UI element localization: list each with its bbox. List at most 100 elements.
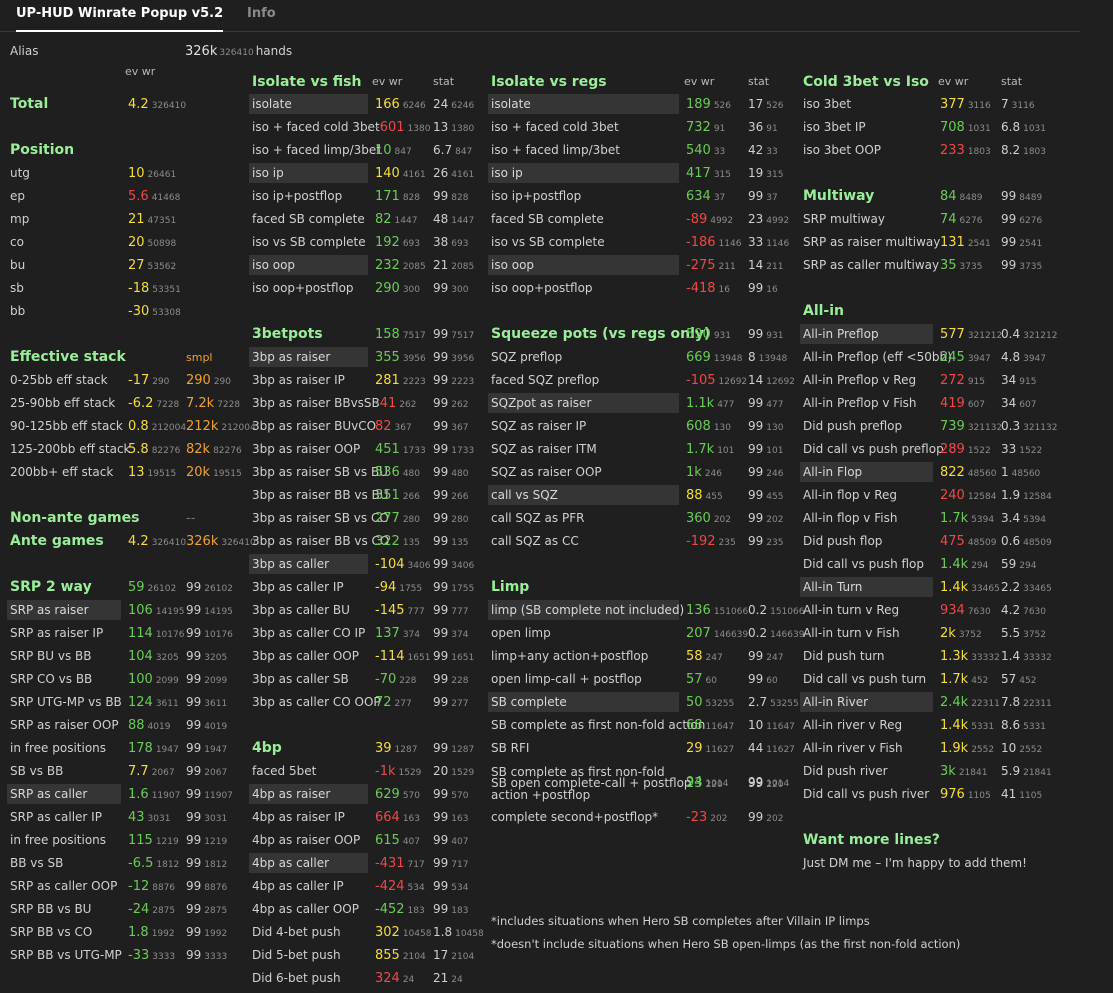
- stat-label-sb[interactable]: sb: [10, 281, 24, 295]
- evwr-cell-200bb-eff-stack[interactable]: 13 19515: [128, 462, 176, 482]
- stat-label-sb-open-complete-call-postflop[interactable]: SB open complete-call + postflop: [491, 776, 692, 790]
- stat-label-did-call-vs-push-turn[interactable]: Did call vs push turn: [803, 672, 927, 686]
- stat-cell-sb-complete-as-first-non-fold-action[interactable]: 10 11647: [748, 715, 795, 735]
- stat-label-3bp-as-caller-co-oop[interactable]: 3bp as caller CO OOP: [252, 695, 381, 709]
- stat-label-did-4-bet-push[interactable]: Did 4-bet push: [252, 925, 341, 939]
- stat-cell-all-in-turn-v-reg[interactable]: 4.2 7630: [1001, 600, 1046, 620]
- evwr-cell-3bp-as-caller-co-oop[interactable]: 72 277: [375, 692, 412, 712]
- stat-label-bu[interactable]: bu: [10, 258, 26, 272]
- stat-label-sqzpot-as-raiser[interactable]: SQZpot as raiser: [488, 393, 679, 413]
- stat-label-bb[interactable]: bb: [10, 304, 26, 318]
- evwr-cell-4bp-as-caller-ip[interactable]: -424 534: [375, 876, 425, 896]
- evwr-cell-ep[interactable]: 5.6 41468: [128, 186, 180, 206]
- stat-label-3bp-as-raiser[interactable]: 3bp as raiser: [249, 347, 368, 367]
- stat-cell-multiway[interactable]: 99 8489: [1001, 186, 1042, 206]
- stat-label-co[interactable]: co: [10, 235, 24, 249]
- evwr-cell-4bp-as-raiser-oop[interactable]: 615 407: [375, 830, 420, 850]
- evwr-cell-squeeze-pots-vs-regs-only[interactable]: 590 931: [686, 324, 731, 344]
- evwr-cell-3bp-as-caller-oop[interactable]: -114 1651: [375, 646, 430, 666]
- stat-cell-4bp-as-caller[interactable]: 99 717: [433, 853, 468, 873]
- tab-info[interactable]: Info: [247, 6, 276, 21]
- stat-cell-iso-ip-postflop[interactable]: 99 828: [433, 186, 468, 206]
- stat-label-all-in-flop-v-fish[interactable]: All-in flop v Fish: [803, 511, 898, 525]
- stat-label-iso-faced-cold-3bet[interactable]: iso + faced cold 3bet: [491, 120, 619, 134]
- evwr-cell-3bp-as-caller-sb[interactable]: -70 228: [375, 669, 416, 689]
- evwr-cell-srp-2-way[interactable]: 59 26102: [128, 577, 176, 597]
- stat-label-srp-as-caller-ip[interactable]: SRP as caller IP: [10, 810, 102, 824]
- stat-cell-isolate[interactable]: 17 526: [748, 94, 783, 114]
- evwr-cell-did-call-vs-push-river[interactable]: 976 1105: [940, 784, 991, 804]
- evwr-cell-iso-ip[interactable]: 140 4161: [375, 163, 426, 183]
- stat-cell-3bp-as-caller-bu[interactable]: 99 777: [433, 600, 468, 620]
- stat-cell-iso-3bet-oop[interactable]: 8.2 1803: [1001, 140, 1046, 160]
- evwr-cell-all-in-turn-v-reg[interactable]: 934 7630: [940, 600, 991, 620]
- stat-label-just-dm-me-i-m-happy-to-add-them[interactable]: Just DM me – I'm happy to add them!: [803, 856, 1027, 870]
- stat-cell-faced-sqz-preflop[interactable]: 14 12692: [748, 370, 795, 390]
- stat-cell-did-call-vs-push-preflop[interactable]: 33 1522: [1001, 439, 1042, 459]
- evwr-cell-125-200bb-eff-stack[interactable]: 5.8 82276: [128, 439, 180, 459]
- evwr-cell-sb-complete-as-first-non-fold-action-postflop[interactable]: 94 1014: [686, 772, 728, 792]
- stat-cell-all-in-flop-v-fish[interactable]: 3.4 5394: [1001, 508, 1046, 528]
- evwr-cell-sb-open-complete-call-postflop[interactable]: 23 220: [686, 773, 723, 793]
- evwr-cell-isolate[interactable]: 166 6246: [375, 94, 426, 114]
- stat-cell-call-sqz-as-pfr[interactable]: 99 202: [748, 508, 783, 528]
- stat-label-did-push-river[interactable]: Did push river: [803, 764, 888, 778]
- stat-label-limp-sb-complete-not-included[interactable]: limp (SB complete not included): [488, 600, 684, 620]
- evwr-cell-bb-vs-sb[interactable]: -6.5 1812: [128, 853, 179, 873]
- stat-cell-srp-bb-vs-bu[interactable]: 99 2875: [186, 899, 227, 919]
- stat-cell-iso-vs-sb-complete[interactable]: 38 693: [433, 232, 468, 252]
- stat-label-in-free-positions[interactable]: in free positions: [10, 833, 107, 847]
- stat-cell-limp-any-action-postflop[interactable]: 99 247: [748, 646, 783, 666]
- stat-label-srp-utg-mp-vs-bb[interactable]: SRP UTG-MP vs BB: [10, 695, 122, 709]
- stat-cell-srp-as-caller-oop[interactable]: 99 8876: [186, 876, 227, 896]
- evwr-cell-faced-sqz-preflop[interactable]: -105 12692: [686, 370, 747, 390]
- stat-label-3bp-as-raiser-bbvssb[interactable]: 3bp as raiser BBvsSB: [252, 396, 380, 410]
- stat-cell-open-limp[interactable]: 0.2 146639: [748, 623, 804, 643]
- stat-cell-iso-faced-cold-3bet[interactable]: 36 91: [748, 117, 778, 137]
- stat-label-all-in-flop-v-reg[interactable]: All-in flop v Reg: [803, 488, 898, 502]
- evwr-cell-4bp-as-raiser[interactable]: 629 570: [375, 784, 420, 804]
- stat-cell-3bp-as-raiser-bb-vs-co[interactable]: 99 135: [433, 531, 468, 551]
- evwr-cell-srp-as-caller-multiway[interactable]: 35 3735: [940, 255, 982, 275]
- stat-cell-3bp-as-caller[interactable]: 99 3406: [433, 554, 474, 574]
- stat-label-did-5-bet-push[interactable]: Did 5-bet push: [252, 948, 341, 962]
- stat-cell-open-limp-call-postflop[interactable]: 99 60: [748, 669, 778, 689]
- evwr-cell-non-ante-games[interactable]: --: [128, 508, 137, 528]
- stat-cell-4bp-as-caller-ip[interactable]: 99 534: [433, 876, 468, 896]
- stat-label-all-in-river[interactable]: All-in River: [800, 692, 933, 712]
- stat-cell-iso-ip[interactable]: 26 4161: [433, 163, 474, 183]
- stat-cell-faced-sb-complete[interactable]: 48 1447: [433, 209, 474, 229]
- stat-cell-sqz-preflop[interactable]: 8 13948: [748, 347, 787, 367]
- evwr-cell-limp-any-action-postflop[interactable]: 58 247: [686, 646, 723, 666]
- stat-label-faced-sb-complete[interactable]: faced SB complete: [252, 212, 365, 226]
- evwr-cell-3bp-as-caller-ip[interactable]: -94 1755: [375, 577, 422, 597]
- stat-cell-did-push-flop[interactable]: 0.6 48509: [1001, 531, 1052, 551]
- evwr-cell-3bp-as-raiser-bb-vs-bu[interactable]: 351 266: [375, 485, 420, 505]
- stat-label-isolate[interactable]: isolate: [249, 94, 368, 114]
- stat-cell-srp-as-raiser[interactable]: 99 14195: [186, 600, 233, 620]
- stat-label-faced-5bet[interactable]: faced 5bet: [252, 764, 317, 778]
- evwr-cell-sb-vs-bb[interactable]: 7.7 2067: [128, 761, 175, 781]
- evwr-cell-mp[interactable]: 21 47351: [128, 209, 176, 229]
- evwr-cell-limp-sb-complete-not-included[interactable]: 136 151066: [686, 600, 748, 620]
- evwr-cell-bu[interactable]: 27 53562: [128, 255, 176, 275]
- stat-label-iso-vs-sb-complete[interactable]: iso vs SB complete: [252, 235, 366, 249]
- stat-cell-all-in-river[interactable]: 7.8 22311: [1001, 692, 1052, 712]
- stat-label-3bp-as-caller-bu[interactable]: 3bp as caller BU: [252, 603, 350, 617]
- evwr-cell-3bp-as-raiser-bb-vs-co[interactable]: 322 135: [375, 531, 420, 551]
- stat-cell-sqz-as-raiser-oop[interactable]: 99 246: [748, 462, 783, 482]
- evwr-cell-all-in-river-v-reg[interactable]: 1.4k 5331: [940, 715, 994, 735]
- stat-cell-3bp-as-raiser-buvco[interactable]: 99 367: [433, 416, 468, 436]
- stat-cell-srp-bb-vs-co[interactable]: 99 1992: [186, 922, 227, 942]
- stat-label-4bp-as-raiser-ip[interactable]: 4bp as raiser IP: [252, 810, 345, 824]
- evwr-cell-srp-multiway[interactable]: 74 6276: [940, 209, 982, 229]
- stat-label-iso-faced-cold-3bet[interactable]: iso + faced cold 3bet: [252, 120, 380, 134]
- evwr-cell-srp-bb-vs-bu[interactable]: -24 2875: [128, 899, 175, 919]
- stat-cell-iso-3bet[interactable]: 7 3116: [1001, 94, 1035, 114]
- stat-label-call-vs-sqz[interactable]: call vs SQZ: [488, 485, 679, 505]
- evwr-cell-3betpots[interactable]: 158 7517: [375, 324, 426, 344]
- stat-cell-3bp-as-raiser-oop[interactable]: 99 1733: [433, 439, 474, 459]
- evwr-cell-did-push-flop[interactable]: 475 48509: [940, 531, 996, 551]
- evwr-cell-open-limp-call-postflop[interactable]: 57 60: [686, 669, 717, 689]
- evwr-cell-4bp-as-raiser-ip[interactable]: 664 163: [375, 807, 420, 827]
